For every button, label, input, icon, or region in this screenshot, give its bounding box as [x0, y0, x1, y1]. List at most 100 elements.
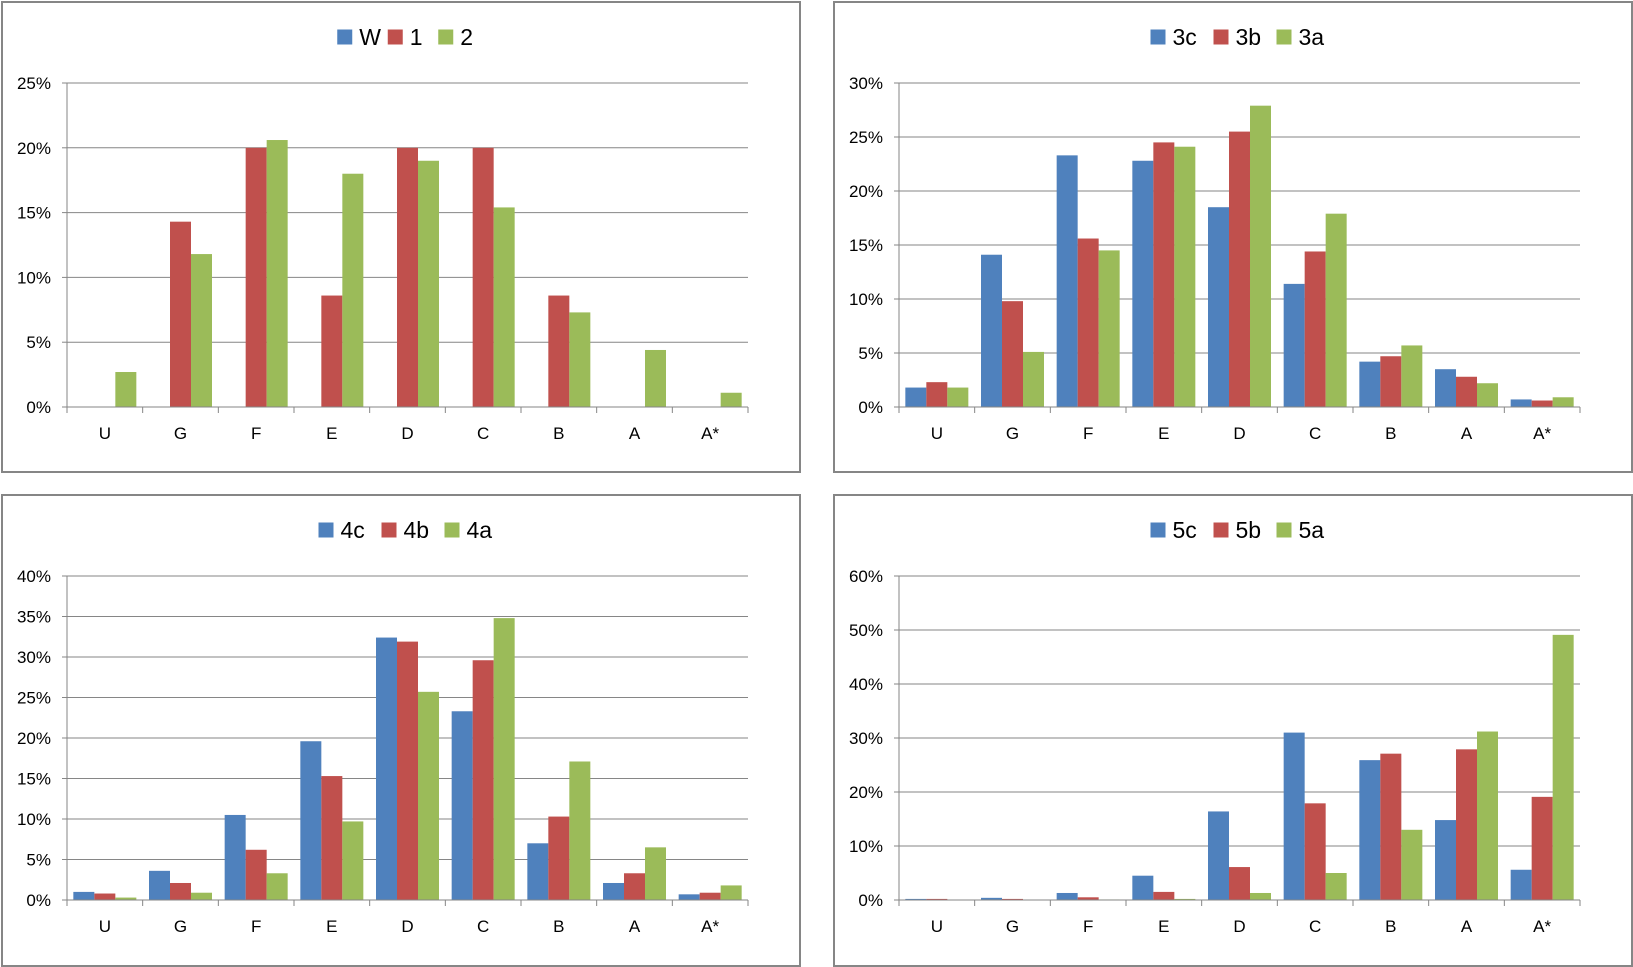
- bar-3b-A*: [1531, 400, 1553, 407]
- y-tick-label: 10%: [17, 810, 51, 829]
- bar-4c-A: [603, 882, 624, 900]
- bar-4c-B: [527, 843, 549, 900]
- bar-5c-F: [1056, 892, 1078, 900]
- legend-swatch-2: [438, 29, 454, 45]
- bar-5a-A*: [1552, 634, 1574, 900]
- bar-3b-E: [1153, 142, 1175, 407]
- y-tick-label: 50%: [849, 621, 883, 640]
- bar-3a-U: [947, 387, 969, 407]
- x-tick-label: A: [1461, 917, 1473, 936]
- bar-5a-A: [1477, 731, 1498, 900]
- bar-3c-E: [1132, 160, 1154, 407]
- bar-5b-G: [1002, 898, 1023, 900]
- chart-panel-4: 0% 10% 20% 30% 40% 50% 60% U G F E D C B A A* 5c 5b 5a: [833, 494, 1633, 967]
- x-tick-label: G: [1006, 917, 1019, 936]
- x-tick-label: E: [1158, 424, 1169, 443]
- bar-2-A: [645, 349, 666, 407]
- x-tick-label: G: [174, 424, 187, 443]
- x-tick-label: B: [553, 424, 564, 443]
- chart-svg-1: 0% 5% 10% 15% 20% 25% U G F E D C B A A* W 1 2: [17, 24, 749, 443]
- bar-3b-A: [1456, 376, 1477, 407]
- bar-2-F: [266, 140, 288, 408]
- bar-5b-U: [926, 898, 948, 900]
- x-tick-label: F: [251, 917, 261, 936]
- legend-swatch-5a: [1276, 522, 1292, 538]
- x-tick-label: E: [326, 917, 337, 936]
- legend-swatch-3a: [1276, 29, 1292, 45]
- bar-4a-U: [115, 897, 137, 900]
- bar-4c-C: [451, 711, 473, 900]
- y-tick-label: 15%: [17, 770, 51, 789]
- bar-4a-E: [342, 821, 364, 900]
- y-tick-label: 15%: [849, 236, 883, 255]
- bar-3b-U: [926, 382, 948, 407]
- legend-swatch-1: [387, 29, 403, 45]
- bar-4b-C: [472, 660, 494, 900]
- bar-5c-E: [1132, 875, 1154, 900]
- x-tick-label: A: [629, 424, 641, 443]
- y-tick-label: 20%: [17, 139, 51, 158]
- legend-swatch-3b: [1213, 29, 1229, 45]
- bar-5c-G: [981, 897, 1002, 900]
- bar-4a-A*: [720, 885, 742, 900]
- y-tick-label: 5%: [26, 851, 51, 870]
- y-tick-label: 25%: [17, 74, 51, 93]
- bar-3a-B: [1401, 345, 1423, 407]
- bar-5a-E: [1174, 898, 1196, 900]
- x-tick-label: U: [931, 917, 943, 936]
- bar-5a-D: [1250, 892, 1271, 900]
- y-tick-label: 10%: [849, 837, 883, 856]
- legend-swatch-W: [337, 29, 353, 45]
- legend-label-4b: 4b: [404, 517, 430, 543]
- bar-2-B: [569, 312, 591, 407]
- bar-4b-A*: [699, 892, 721, 900]
- y-tick-label: 30%: [849, 729, 883, 748]
- x-tick-label: A: [1461, 424, 1473, 443]
- x-tick-label: C: [1309, 424, 1321, 443]
- y-tick-label: 5%: [26, 333, 51, 352]
- bar-2-G: [191, 254, 212, 407]
- x-tick-label: F: [1083, 424, 1093, 443]
- bar-5b-E: [1153, 891, 1175, 900]
- legend-label-5b: 5b: [1236, 517, 1262, 543]
- legend-label-W: W: [359, 24, 381, 50]
- x-tick-label: B: [1385, 917, 1396, 936]
- chart-panel-2: 0% 5% 10% 15% 20% 25% 30% U G F E D C B A A* 3c 3b 3a: [833, 1, 1633, 473]
- legend-label-5a: 5a: [1299, 517, 1325, 543]
- bar-3c-A*: [1510, 399, 1532, 407]
- bar-3b-F: [1077, 238, 1099, 407]
- x-tick-label: A*: [701, 424, 719, 443]
- bar-3b-B: [1380, 356, 1402, 407]
- bar-1-G: [170, 221, 191, 407]
- bar-5c-D: [1208, 811, 1229, 900]
- bar-5c-U: [905, 898, 927, 900]
- bar-2-E: [342, 173, 364, 407]
- y-tick-label: 30%: [849, 74, 883, 93]
- y-tick-label: 0%: [858, 891, 883, 910]
- bar-3c-A: [1435, 369, 1456, 407]
- y-tick-label: 40%: [17, 567, 51, 586]
- bar-3b-D: [1229, 131, 1250, 407]
- y-tick-label: 0%: [26, 398, 51, 417]
- y-tick-label: 20%: [849, 783, 883, 802]
- legend-swatch-5b: [1213, 522, 1229, 538]
- bar-4b-B: [548, 816, 570, 900]
- legend-swatch-4b: [381, 522, 397, 538]
- bar-1-E: [321, 295, 343, 407]
- x-tick-label: E: [1158, 917, 1169, 936]
- x-tick-label: A*: [701, 917, 719, 936]
- bar-1-B: [548, 295, 570, 407]
- legend-label-4c: 4c: [341, 517, 365, 543]
- legend-swatch-3c: [1150, 29, 1166, 45]
- bar-5b-A: [1456, 749, 1477, 900]
- bar-2-U: [115, 372, 137, 407]
- bar-5b-A*: [1531, 796, 1553, 900]
- bar-4a-D: [418, 691, 439, 900]
- bar-5c-C: [1283, 732, 1305, 900]
- legend-label-3b: 3b: [1236, 24, 1262, 50]
- y-tick-label: 35%: [17, 608, 51, 627]
- x-tick-label: F: [1083, 917, 1093, 936]
- x-tick-label: D: [401, 917, 413, 936]
- bar-3b-G: [1002, 301, 1023, 407]
- chart-svg-3: 0% 5% 10% 15% 20% 25% 30% 35% 40% U G F E D C B A A* 4c 4b 4…: [17, 517, 749, 936]
